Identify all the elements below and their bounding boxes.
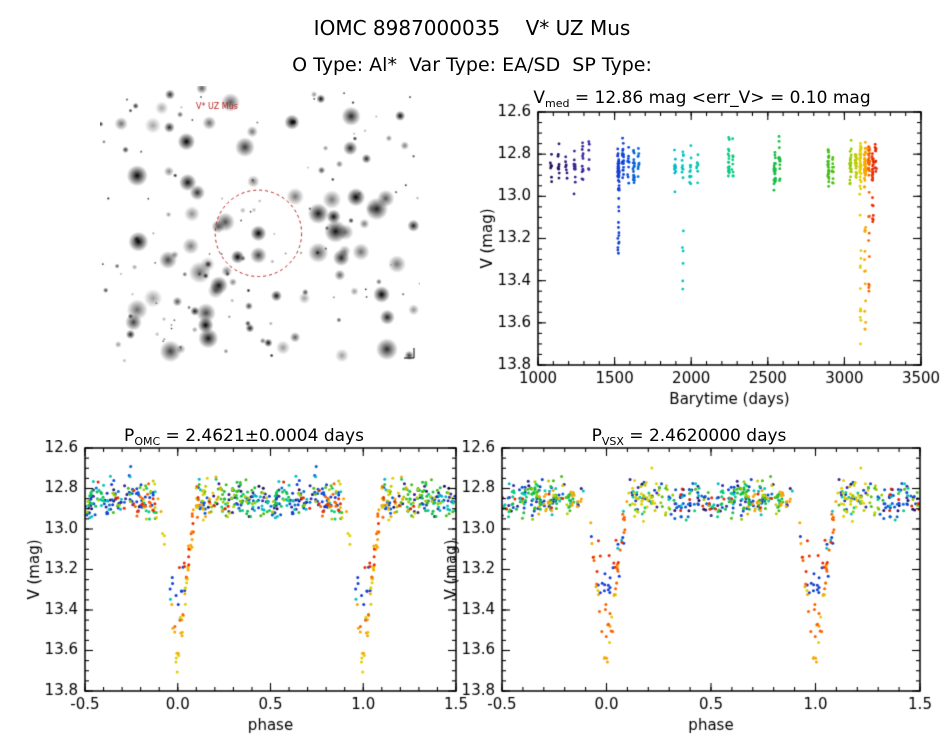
finder-chart-image: [100, 86, 420, 364]
page-title: IOMC 8987000035 V* UZ Mus: [313, 16, 631, 40]
phase-plot-omc: [18, 440, 470, 747]
barytime-plot: [460, 84, 944, 419]
phase-plot-omc-title: POMC = 2.4621±0.0004 days: [124, 426, 364, 448]
page-subtitle: O Type: Al* Var Type: EA/SD SP Type:: [292, 54, 652, 76]
barytime-plot-title: Vmed = 12.86 mag <err_V> = 0.10 mag: [533, 88, 871, 110]
phase-plot-vsx: [434, 440, 944, 747]
phase-plot-vsx-title: PVSX = 2.4620000 days: [591, 426, 787, 448]
